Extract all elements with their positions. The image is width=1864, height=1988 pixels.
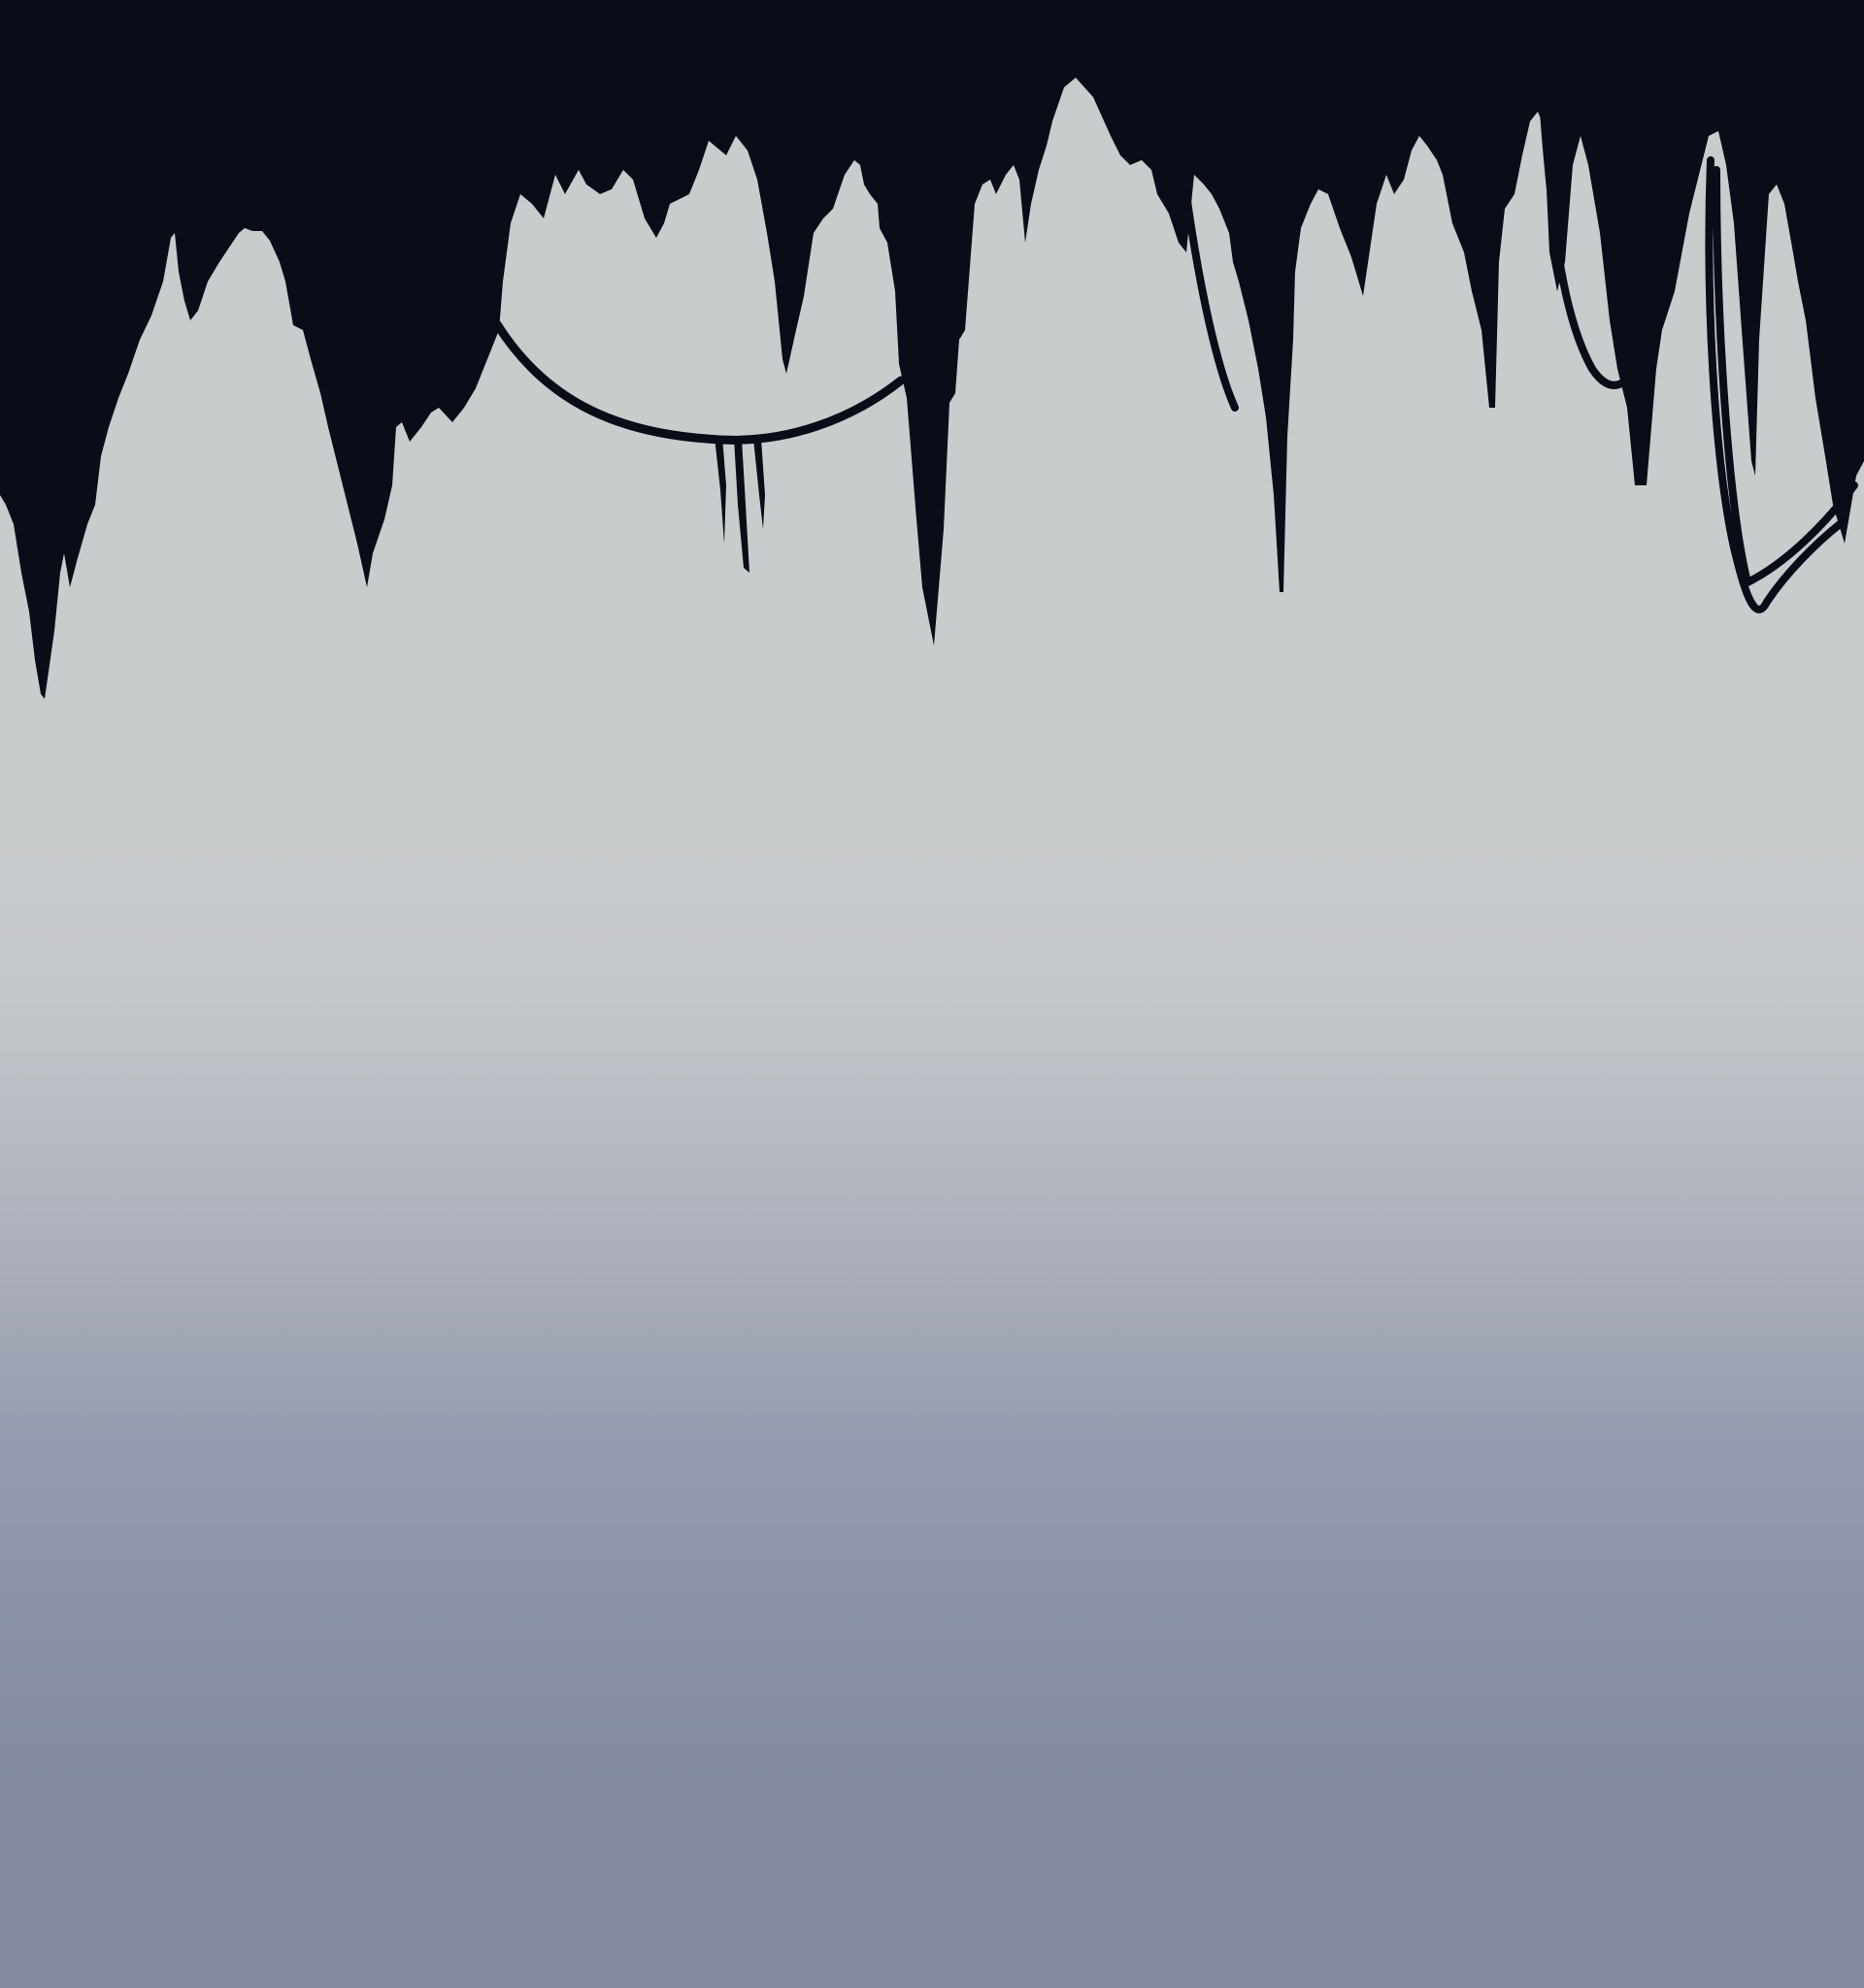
- hanging-roots: [1182, 108, 1858, 613]
- hanging-vine: [492, 319, 906, 445]
- stalactites: [0, 0, 1864, 699]
- stalactite-ceiling: [0, 0, 1864, 699]
- vine-drips: [715, 437, 765, 573]
